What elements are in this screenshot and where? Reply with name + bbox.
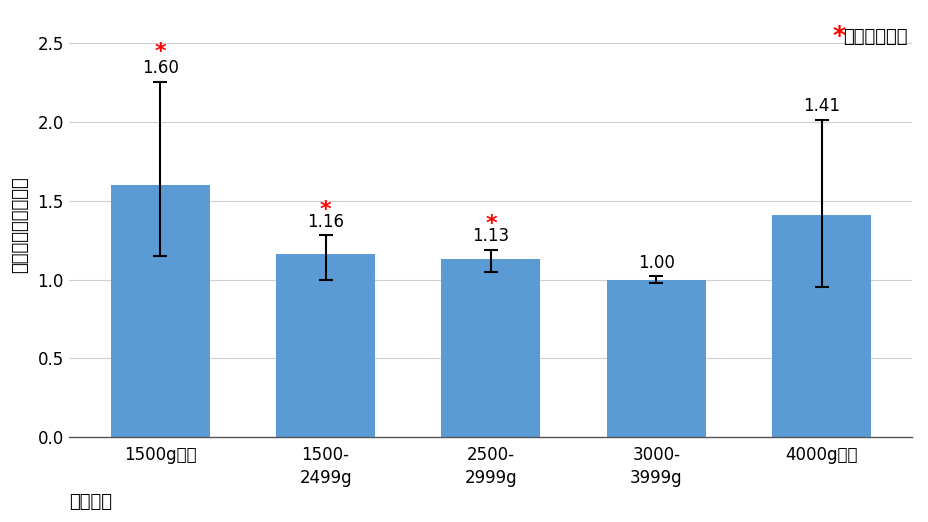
Text: 1.13: 1.13	[471, 227, 509, 245]
Text: *: *	[484, 213, 496, 234]
Bar	[606, 279, 705, 437]
Bar	[441, 259, 540, 437]
Text: 統計学的有意: 統計学的有意	[843, 28, 907, 46]
Text: 1.41: 1.41	[802, 97, 839, 115]
Text: *: *	[319, 199, 331, 220]
Bar	[110, 185, 210, 437]
X-axis label: 出生体重: 出生体重	[70, 493, 112, 511]
Text: *: *	[154, 42, 166, 62]
Text: 1.60: 1.60	[142, 60, 178, 77]
Text: *: *	[831, 24, 844, 48]
Bar	[276, 254, 375, 437]
Text: 1.00: 1.00	[638, 254, 674, 271]
Y-axis label: 多変量調整オッズ比: 多変量調整オッズ比	[11, 176, 29, 272]
Bar	[771, 215, 870, 437]
Text: 1.16: 1.16	[307, 212, 343, 231]
